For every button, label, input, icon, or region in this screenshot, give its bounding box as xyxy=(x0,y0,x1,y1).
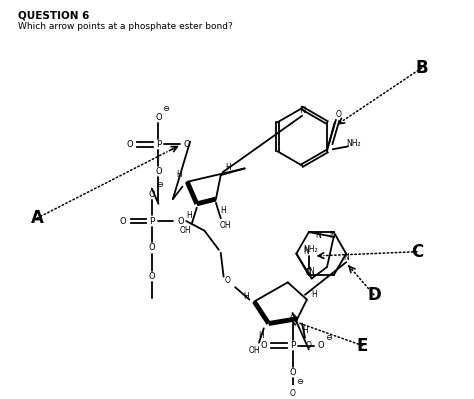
Text: O: O xyxy=(127,140,133,149)
Text: OH: OH xyxy=(248,346,260,355)
Text: O: O xyxy=(148,243,155,253)
Text: O: O xyxy=(225,276,230,285)
Text: H: H xyxy=(177,170,182,179)
Text: O: O xyxy=(120,217,127,225)
Text: H: H xyxy=(226,163,231,172)
Text: N: N xyxy=(303,247,309,256)
Text: N: N xyxy=(316,231,321,240)
Text: N: N xyxy=(343,253,349,262)
Text: H: H xyxy=(244,292,249,301)
Text: N: N xyxy=(308,267,314,276)
Text: O: O xyxy=(261,341,267,350)
Text: D: D xyxy=(367,286,381,304)
Text: O: O xyxy=(336,110,341,119)
Text: O: O xyxy=(177,217,184,225)
Text: H: H xyxy=(186,211,192,220)
Text: NH₂: NH₂ xyxy=(346,139,361,148)
Text: O: O xyxy=(184,140,191,149)
Text: P: P xyxy=(149,217,155,225)
Text: OH: OH xyxy=(219,221,231,230)
Text: E: E xyxy=(357,336,368,355)
Text: B: B xyxy=(416,59,428,77)
Text: O: O xyxy=(148,272,155,281)
Text: O: O xyxy=(155,167,162,176)
Text: P: P xyxy=(290,341,295,350)
Text: N: N xyxy=(299,107,305,115)
Text: O: O xyxy=(289,314,296,323)
Text: O: O xyxy=(148,190,155,199)
Text: C: C xyxy=(411,243,423,261)
Text: P: P xyxy=(156,140,161,149)
Text: Which arrow points at a phosphate ester bond?: Which arrow points at a phosphate ester … xyxy=(18,22,233,31)
Text: O: O xyxy=(306,341,312,350)
Text: O: O xyxy=(318,341,325,350)
Text: NH₂: NH₂ xyxy=(303,245,318,254)
Text: ⊖: ⊖ xyxy=(297,377,304,386)
Text: N: N xyxy=(329,231,335,240)
Text: OH: OH xyxy=(180,226,191,235)
Text: A: A xyxy=(30,209,43,227)
Text: QUESTION 6: QUESTION 6 xyxy=(18,10,89,20)
Text: ⊖: ⊖ xyxy=(163,104,170,113)
Text: H: H xyxy=(221,206,227,215)
Text: H: H xyxy=(258,330,264,340)
Text: ⊖: ⊖ xyxy=(326,334,332,342)
Text: O: O xyxy=(155,113,162,122)
Text: H: H xyxy=(312,290,318,299)
Text: N: N xyxy=(305,268,311,277)
Text: H: H xyxy=(302,326,308,335)
Text: ⊖: ⊖ xyxy=(156,180,163,189)
Text: O: O xyxy=(290,389,295,398)
Text: O: O xyxy=(289,368,296,377)
